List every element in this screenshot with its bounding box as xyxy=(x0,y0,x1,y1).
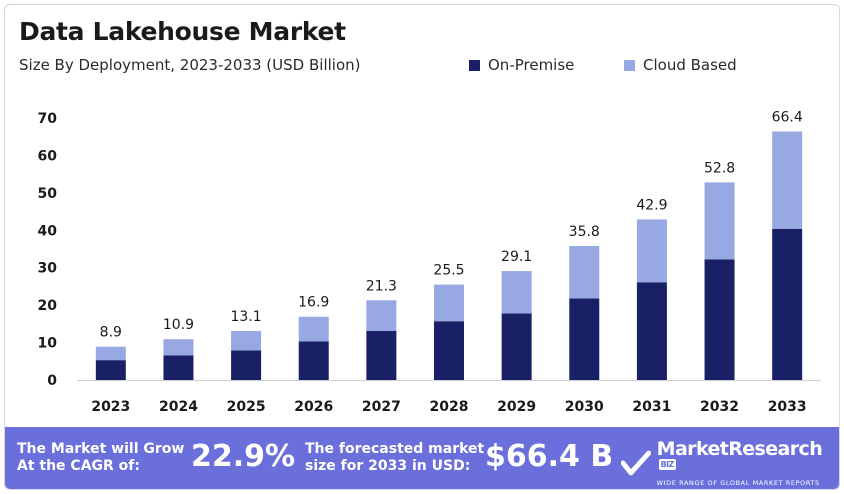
bar-on-premise-2025 xyxy=(231,350,262,380)
bar-cloud-based-2025 xyxy=(231,330,262,351)
bar-on-premise-2029 xyxy=(501,313,532,380)
footer-banner: The Market will Grow At the CAGR of: 22.… xyxy=(5,427,839,489)
bar-on-premise-2030 xyxy=(569,298,600,380)
brand-name: MarketResearch xyxy=(656,438,823,460)
data-label-2033: 66.4 xyxy=(772,109,803,125)
chart-frame: Data Lakehouse Market Size By Deployment… xyxy=(4,4,840,490)
brand-badge: BIZ xyxy=(658,459,676,470)
forecast-value: $66.4 B xyxy=(485,439,614,474)
cagr-label: The Market will Grow At the CAGR of: xyxy=(17,441,184,475)
y-tick-label: 40 xyxy=(38,223,58,239)
legend-item-cloud-based: Cloud Based xyxy=(624,56,737,74)
y-tick-label: 50 xyxy=(38,186,58,202)
data-label-2025: 13.1 xyxy=(231,309,262,325)
chart-subtitle: Size By Deployment, 2023-2033 (USD Billi… xyxy=(19,56,361,74)
legend-label-cloud-based: Cloud Based xyxy=(643,56,737,74)
bar-cloud-based-2028 xyxy=(434,284,464,322)
bar-on-premise-2024 xyxy=(163,355,194,380)
cagr-label-line2: At the CAGR of: xyxy=(17,458,140,474)
bar-on-premise-2033 xyxy=(772,228,803,380)
forecast-label: The forecasted market size for 2033 in U… xyxy=(305,441,484,475)
x-tick-label-2028: 2028 xyxy=(430,399,469,415)
bar-on-premise-2032 xyxy=(704,259,735,380)
bar-cloud-based-2023 xyxy=(95,346,126,361)
brand-check-icon xyxy=(621,450,651,475)
bar-cloud-based-2033 xyxy=(772,131,803,229)
brand-tagline: WIDE RANGE OF GLOBAL MARKET REPORTS xyxy=(656,479,820,487)
brand-logo: MarketResearchBIZ WIDE RANGE OF GLOBAL M… xyxy=(621,439,839,488)
data-label-2023: 8.9 xyxy=(100,325,122,341)
x-tick-label-2032: 2032 xyxy=(700,399,739,415)
y-tick-label: 70 xyxy=(38,111,58,127)
y-tick-label: 30 xyxy=(38,261,58,277)
bar-cloud-based-2029 xyxy=(501,271,532,314)
data-label-2029: 29.1 xyxy=(501,249,532,265)
legend-swatch-on-premise xyxy=(469,59,480,71)
bar-cloud-based-2024 xyxy=(163,339,194,356)
bar-cloud-based-2030 xyxy=(569,246,600,299)
bar-on-premise-2031 xyxy=(636,282,667,380)
y-tick-label: 20 xyxy=(38,298,58,314)
data-label-2028: 25.5 xyxy=(433,263,464,279)
y-tick-label: 0 xyxy=(47,373,57,389)
x-tick-label-2024: 2024 xyxy=(159,399,198,415)
chart-title: Data Lakehouse Market xyxy=(19,17,346,46)
cagr-value: 22.9% xyxy=(191,439,296,474)
bar-on-premise-2028 xyxy=(434,321,464,380)
x-tick-label-2029: 2029 xyxy=(497,399,536,415)
bar-cloud-based-2031 xyxy=(636,219,667,283)
data-label-2024: 10.9 xyxy=(163,317,194,333)
legend-label-on-premise: On-Premise xyxy=(488,56,575,74)
x-tick-label-2031: 2031 xyxy=(632,399,671,415)
legend-swatch-cloud-based xyxy=(624,59,635,71)
x-tick-label-2023: 2023 xyxy=(91,399,130,415)
data-label-2026: 16.9 xyxy=(298,295,329,311)
bar-chart: 0102030405060708.9202310.9202413.1202516… xyxy=(38,109,821,415)
y-tick-label: 60 xyxy=(38,148,58,164)
cagr-label-line1: The Market will Grow xyxy=(17,441,185,457)
x-tick-label-2030: 2030 xyxy=(565,399,604,415)
forecast-label-line2: size for 2033 in USD: xyxy=(305,458,471,474)
bar-cloud-based-2026 xyxy=(298,316,329,342)
bar-on-premise-2027 xyxy=(366,330,397,380)
x-tick-label-2025: 2025 xyxy=(227,399,266,415)
bar-on-premise-2023 xyxy=(95,360,126,380)
data-label-2027: 21.3 xyxy=(366,278,397,294)
x-tick-label-2026: 2026 xyxy=(294,399,333,415)
data-label-2030: 35.8 xyxy=(569,224,600,240)
data-label-2032: 52.8 xyxy=(704,160,735,176)
bar-cloud-based-2027 xyxy=(366,300,397,331)
legend-item-on-premise: On-Premise xyxy=(469,56,574,74)
x-tick-label-2033: 2033 xyxy=(768,399,807,415)
bar-cloud-based-2032 xyxy=(704,182,735,260)
x-tick-label-2027: 2027 xyxy=(362,399,401,415)
forecast-label-line1: The forecasted market xyxy=(305,441,485,457)
bar-on-premise-2026 xyxy=(298,341,329,380)
y-tick-label: 10 xyxy=(38,336,58,352)
data-label-2031: 42.9 xyxy=(636,197,667,213)
